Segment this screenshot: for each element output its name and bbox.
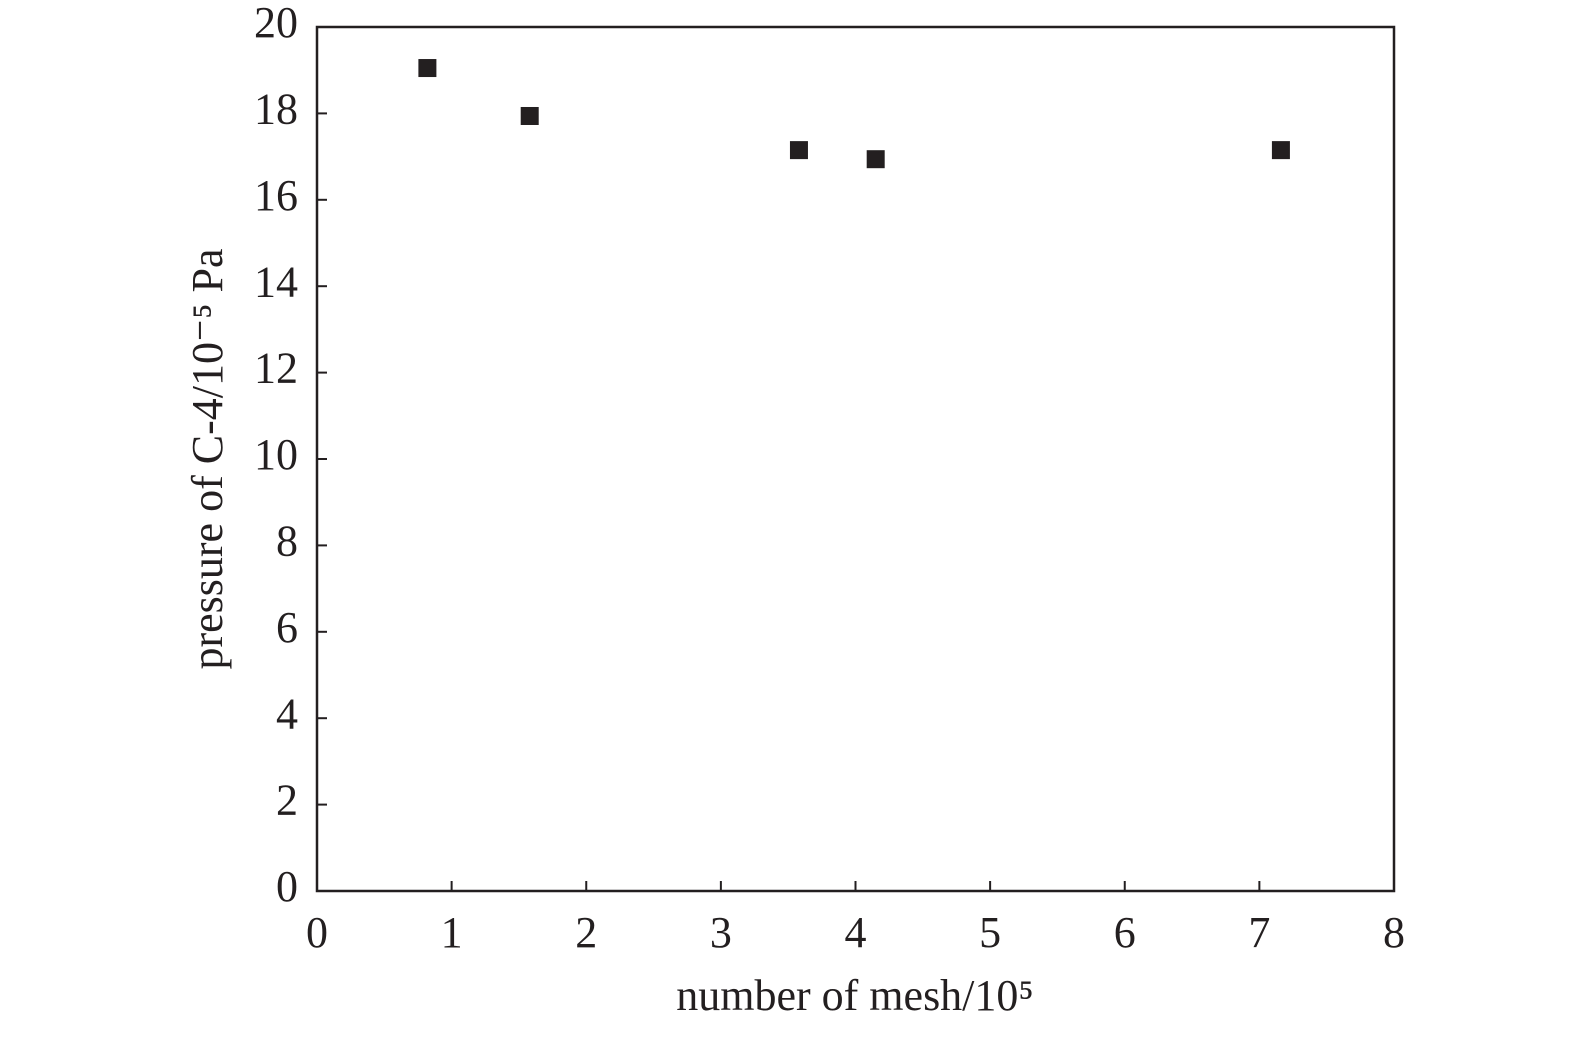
y-axis-label: pressure of C-4/10⁻⁵ Pa: [183, 248, 232, 669]
x-tick-label: 6: [1114, 908, 1136, 957]
y-tick-label: 4: [276, 689, 298, 738]
x-tick-label: 5: [979, 908, 1001, 957]
x-tick-label: 0: [306, 908, 328, 957]
y-tick-label: 14: [254, 257, 298, 306]
point: [1271, 141, 1290, 160]
point: [789, 141, 808, 160]
x-axis-label: number of mesh/10⁵: [676, 971, 1034, 1020]
x-tick-label: 1: [441, 908, 463, 957]
y-tick-label: 10: [254, 430, 298, 479]
y-tick-label: 0: [276, 862, 298, 911]
plot-frame: [315, 25, 1396, 893]
y-tick-label: 8: [276, 516, 298, 565]
x-tick-label: 3: [710, 908, 732, 957]
point: [520, 106, 539, 125]
point: [418, 59, 437, 78]
y-tick-label: 2: [276, 776, 298, 825]
x-tick-label: 2: [575, 908, 597, 957]
y-tick-label: 12: [254, 344, 298, 393]
y-tick-label: 6: [276, 603, 298, 652]
y-tick-label: 20: [254, 0, 298, 47]
point: [866, 150, 885, 169]
y-tick-label: 16: [254, 171, 298, 220]
x-tick-label: 7: [1248, 908, 1270, 957]
x-tick-label: 4: [845, 908, 867, 957]
y-tick-label: 18: [254, 84, 298, 133]
x-tick-label: 8: [1383, 908, 1405, 957]
